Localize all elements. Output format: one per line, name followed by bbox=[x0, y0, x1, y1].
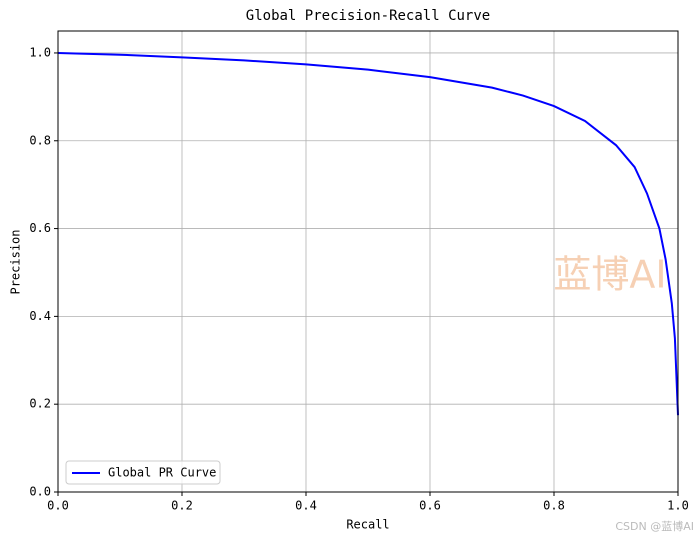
chart-title: Global Precision-Recall Curve bbox=[246, 8, 490, 24]
x-tick-label: 0.2 bbox=[171, 499, 193, 513]
plot-frame bbox=[57, 30, 679, 493]
y-tick-label: 0.2 bbox=[29, 397, 51, 411]
x-tick-label: 0.0 bbox=[47, 499, 69, 513]
y-tick-label: 0.0 bbox=[29, 485, 51, 499]
watermark: 蓝博AI bbox=[553, 253, 666, 297]
y-tick-label: 1.0 bbox=[29, 45, 51, 59]
x-tick-label: 0.4 bbox=[295, 499, 317, 513]
y-axis-label: Precision bbox=[9, 229, 23, 294]
legend-box bbox=[65, 460, 221, 485]
x-tick-label: 0.6 bbox=[419, 499, 441, 513]
pr-curve bbox=[57, 51, 679, 416]
credit: CSDN @蓝博AI bbox=[615, 520, 694, 533]
legend-label: Global PR Curve bbox=[108, 466, 216, 480]
x-tick-label: 1.0 bbox=[667, 499, 689, 513]
y-tick-label: 0.8 bbox=[29, 133, 51, 147]
x-axis-label: Recall bbox=[346, 518, 389, 532]
x-tick-label: 0.8 bbox=[543, 499, 565, 513]
y-tick-label: 0.4 bbox=[29, 309, 51, 323]
y-tick-label: 0.6 bbox=[29, 221, 51, 235]
